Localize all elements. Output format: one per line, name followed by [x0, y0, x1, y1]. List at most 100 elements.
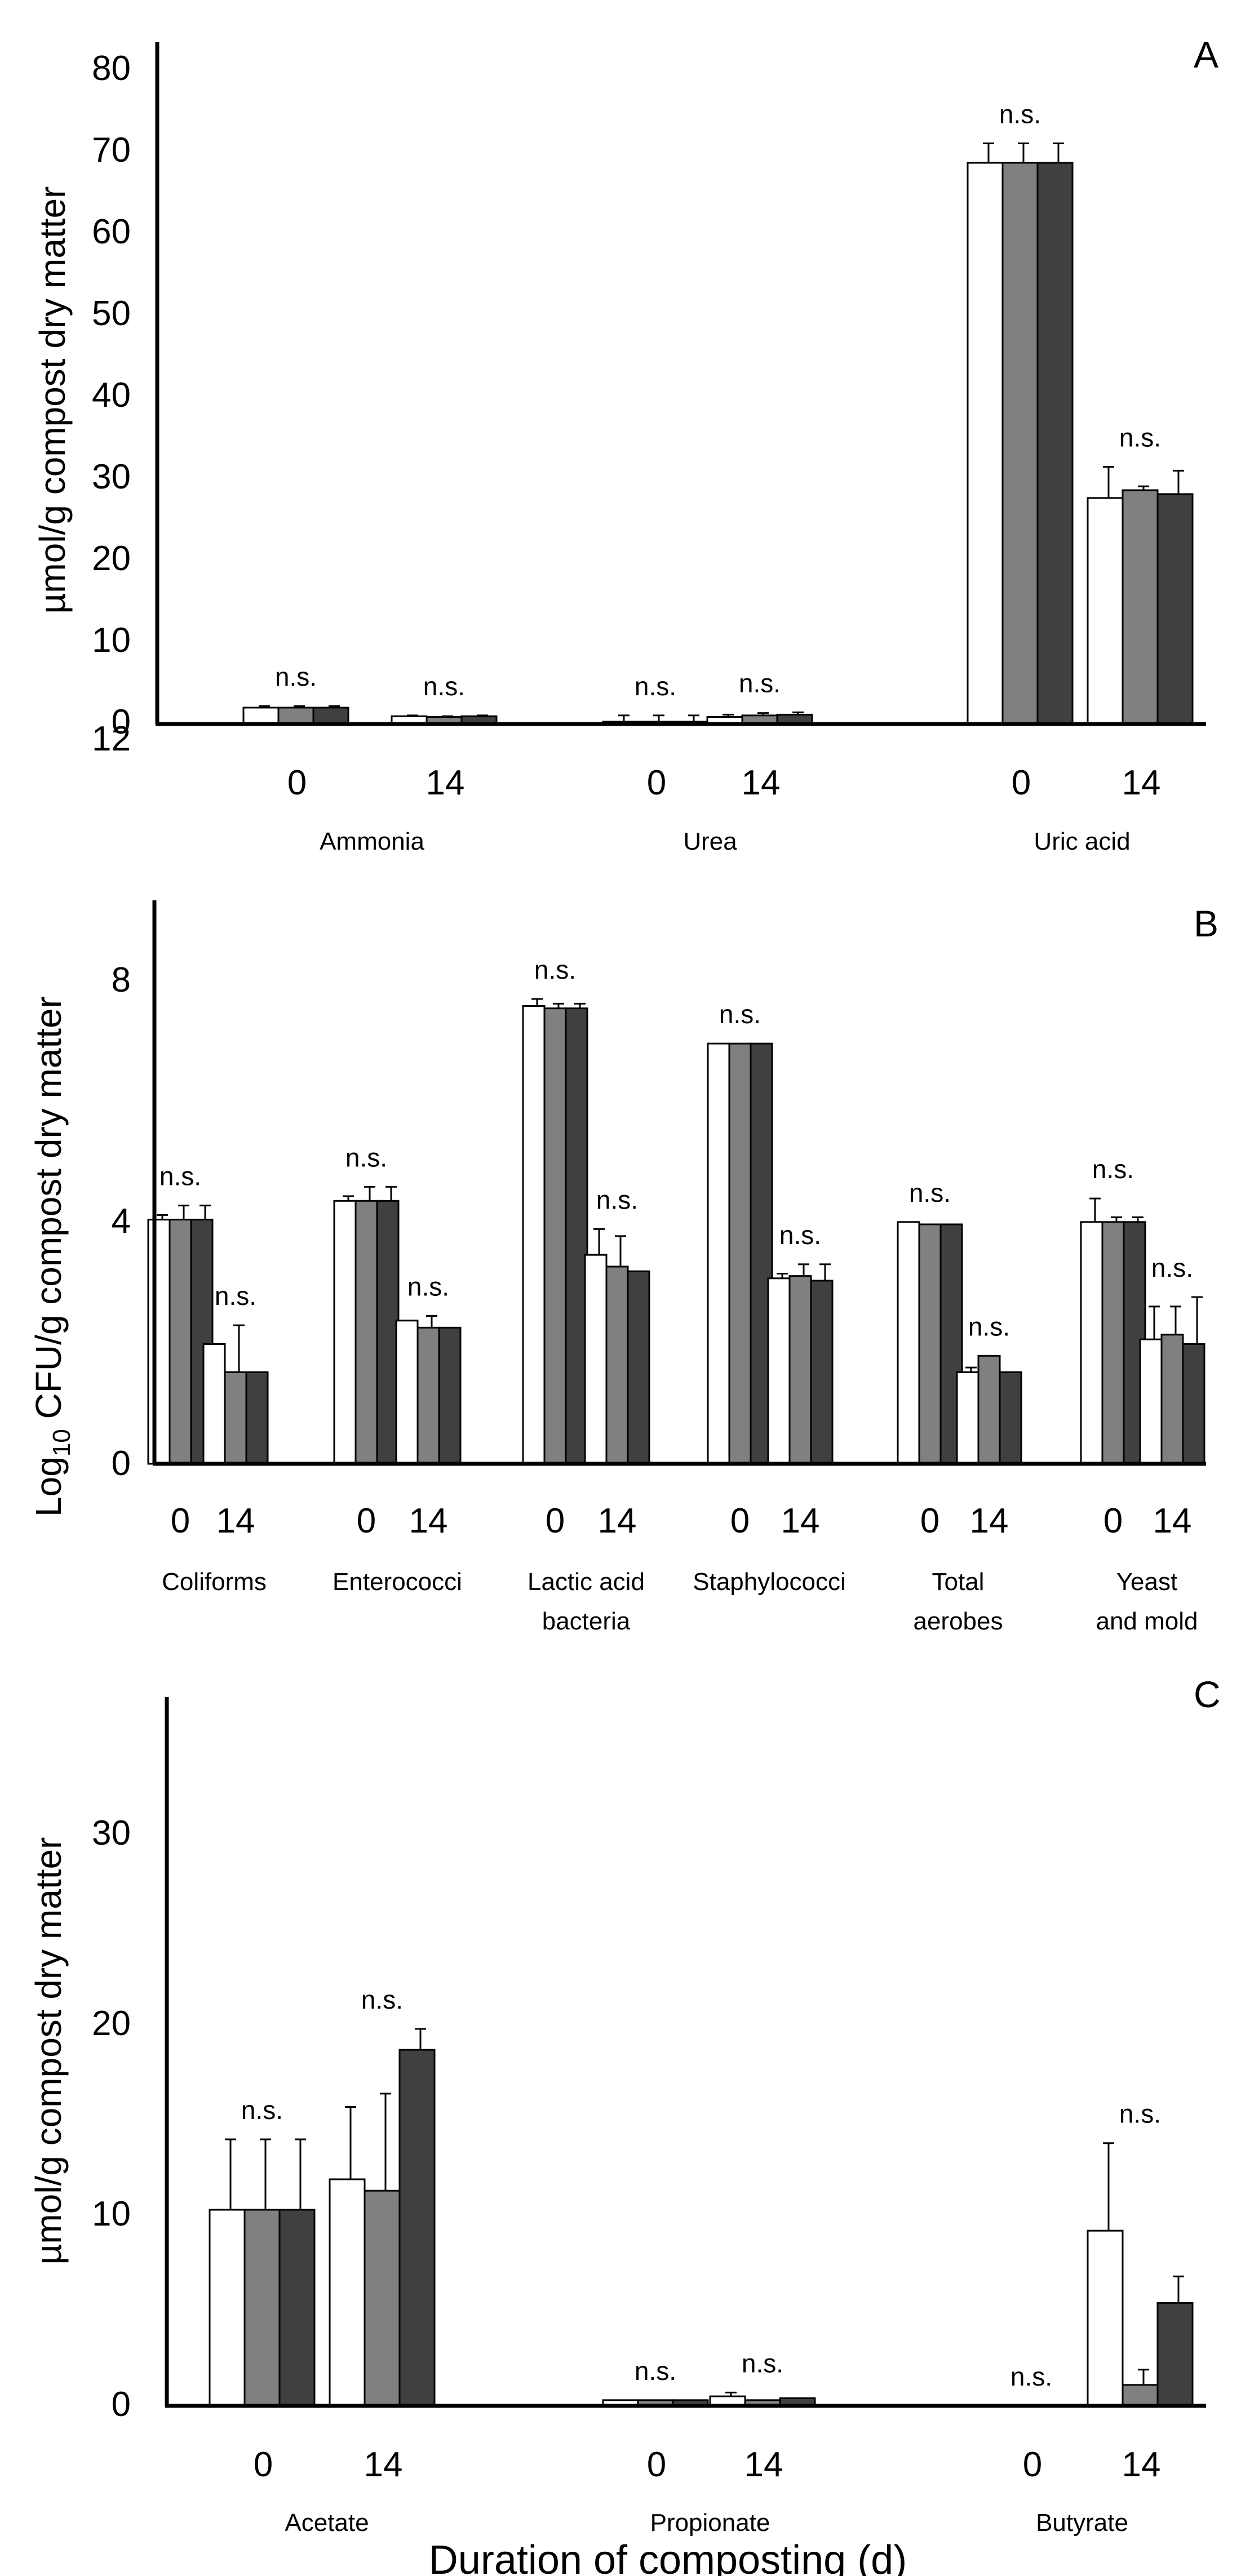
panel-b-day-label: 14	[216, 1502, 255, 1540]
panel-b-ytick: 12	[92, 719, 131, 758]
panel-c-ytick: 10	[92, 2195, 131, 2233]
panel-a-day-label: 0	[1012, 763, 1031, 802]
panel-a-ytick: 10	[92, 621, 131, 660]
bar	[767, 1277, 791, 1465]
significance-label: n.s.	[909, 1178, 951, 1207]
bar	[395, 1320, 419, 1465]
panel-b-day-label: 14	[598, 1502, 637, 1540]
significance-label: n.s.	[635, 672, 676, 701]
bar	[1156, 493, 1194, 725]
significance-label: n.s.	[719, 1000, 761, 1029]
panel-b-day-label: 0	[730, 1502, 750, 1540]
panel-b-ytick: 0	[112, 1444, 131, 1483]
bar	[1122, 489, 1159, 725]
panel-b-day-label: 14	[970, 1502, 1009, 1540]
panel-a-group-label-ammonia: Ammonia	[320, 828, 424, 855]
panel-c-group-label-propionate: Propionate	[650, 2509, 770, 2537]
bar	[918, 1223, 942, 1465]
bar	[1087, 2229, 1124, 2407]
significance-label: n.s.	[1151, 1253, 1193, 1282]
panel-b-y-ticks: 0 4 8 12	[92, 719, 131, 1483]
bar	[1001, 162, 1039, 725]
bar	[565, 1007, 588, 1465]
significance-label: n.s.	[423, 672, 465, 701]
bar	[810, 1280, 834, 1465]
bar	[999, 1371, 1022, 1465]
significance-label: n.s.	[596, 1185, 638, 1214]
significance-label: n.s.	[1119, 423, 1161, 452]
panel-a-ytick: 80	[92, 49, 131, 88]
panel-a-group-label-uric-acid: Uric acid	[1034, 828, 1130, 855]
bar	[245, 1371, 269, 1465]
bar	[750, 1042, 773, 1465]
panel-b-ytick: 4	[112, 1202, 131, 1241]
panel-c-y-ticks: 0 10 20 30	[92, 1814, 131, 2424]
panel-a-day-label: 0	[287, 763, 307, 802]
panel-b-group-label-staphylococci: Staphylococci	[693, 1568, 845, 1596]
bar	[1122, 2384, 1159, 2407]
panel-c-day-label: 14	[364, 2445, 403, 2484]
bar	[354, 1200, 378, 1465]
significance-label: n.s.	[275, 662, 317, 691]
significance-label: n.s.	[1010, 2362, 1052, 2391]
bar	[522, 1005, 546, 1465]
panel-a-y-ticks: 0 10 20 30 40 50 60 70 80 90	[92, 0, 131, 741]
panel-c-day-label: 0	[647, 2445, 666, 2484]
significance-label: n.s.	[1092, 1154, 1134, 1184]
bar	[788, 1275, 812, 1465]
bar	[169, 1219, 192, 1465]
panel-c-ytick: 20	[92, 2004, 131, 2043]
significance-label: n.s.	[215, 1281, 256, 1311]
bar	[977, 1354, 1001, 1465]
bar	[364, 2189, 401, 2407]
significance-label: n.s.	[407, 1272, 449, 1302]
panel-a-day-label: 14	[426, 763, 465, 802]
panel-b-day-label: 0	[357, 1502, 376, 1540]
panel-b-bars: n.s. n.s. n.s. n.s. n.s. n.s. n.s. n.s. n.s. n.s.…	[147, 955, 1205, 1465]
panel-b-y-axis-label: Log10 CFU/g compost dry matter	[28, 996, 76, 1517]
significance-label: n.s.	[742, 2348, 783, 2378]
panel-b-y-label-rest: CFU/g compost dry matter	[28, 996, 69, 1429]
bar	[1156, 2302, 1194, 2407]
significance-label: n.s.	[635, 2356, 676, 2386]
panel-a-bars: n.s. n.s. n.s. n.s. n.s. n.s.	[242, 99, 1194, 725]
significance-label: n.s.	[345, 1143, 387, 1172]
panel-a-ytick: 20	[92, 539, 131, 578]
bar	[333, 1200, 357, 1465]
panel-c-day-label: 0	[1023, 2445, 1042, 2484]
panel-a-day-label: 0	[647, 763, 666, 802]
panel-b-group-label-total-aerobes-line1: Total	[932, 1568, 985, 1596]
bar	[438, 1326, 462, 1465]
bar	[1080, 1221, 1103, 1465]
panel-c-day-label: 0	[254, 2445, 273, 2484]
significance-label: n.s.	[739, 668, 781, 698]
panel-b-group-label-enterococci: Enterococci	[333, 1568, 462, 1596]
bar	[728, 1042, 752, 1465]
panel-c-day-label: 14	[1122, 2445, 1161, 2484]
panel-a-ytick: 70	[92, 131, 131, 170]
panel-b-group-label-lactic-acid-line2: bacteria	[542, 1607, 631, 1635]
panel-c-letter: C	[1194, 1673, 1221, 1715]
significance-label: n.s.	[999, 99, 1041, 128]
bar	[1139, 1338, 1163, 1465]
panel-c-day-label: 14	[744, 2445, 783, 2484]
panel-b-y-label-subscript: 10	[48, 1429, 76, 1456]
bar	[312, 707, 349, 725]
panel-c-bars: n.s. n.s. n.s. n.s. n.s. n.s.	[209, 1985, 1194, 2407]
panel-a: A 0 10 20 30 40 50 60 70 80 90 µmol/g co…	[32, 0, 1218, 855]
panel-b-letter: B	[1194, 903, 1218, 944]
significance-label: n.s.	[534, 955, 576, 984]
bar	[277, 707, 314, 725]
panel-b-day-label: 14	[409, 1502, 448, 1540]
significance-label: n.s.	[1119, 2099, 1161, 2129]
panel-a-y-axis-label: µmol/g compost dry matter	[32, 186, 73, 614]
panel-b-day-label: 0	[1103, 1502, 1123, 1540]
panel-b-day-label: 0	[920, 1502, 939, 1540]
bar	[329, 2178, 366, 2407]
panel-c-group-label-acetate: Acetate	[285, 2509, 369, 2537]
panel-a-ytick: 0	[112, 703, 131, 741]
panel-a-group-label-urea: Urea	[683, 828, 737, 855]
panel-b: B 0 4 8 12 Log10 CFU/g compost dry matte…	[28, 719, 1218, 1635]
bar	[1101, 1221, 1125, 1465]
